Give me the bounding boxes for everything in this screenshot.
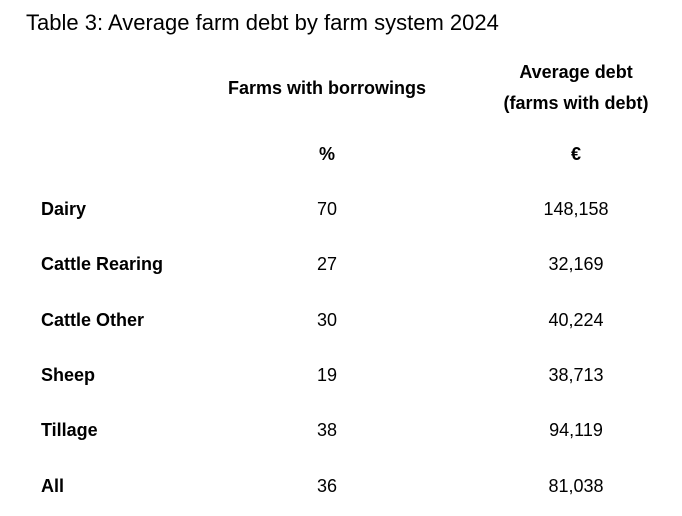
table-row: Cattle Other 30 40,224 [0, 310, 682, 340]
table-title: Table 3: Average farm debt by farm syste… [26, 10, 499, 35]
table-row: Dairy 70 148,158 [0, 199, 682, 229]
average-debt-value: 32,169 [548, 254, 604, 274]
borrowings-percent: 38 [316, 420, 338, 440]
table-row: Sheep 19 38,713 [0, 365, 682, 395]
table-row: All 36 81,038 [0, 476, 682, 506]
row-label: Cattle Rearing [41, 254, 164, 274]
borrowings-percent: 27 [316, 254, 338, 274]
borrowings-percent: 70 [316, 199, 338, 219]
table-row: Tillage 38 94,119 [0, 420, 682, 450]
average-debt-value: 148,158 [543, 199, 609, 219]
row-label: Tillage [41, 420, 98, 440]
borrowings-percent: 30 [316, 310, 338, 330]
row-label: All [41, 476, 65, 496]
column-header-average-debt: Average debt (farms with debt) [470, 57, 682, 119]
unit-percent: % [318, 144, 335, 164]
average-debt-value: 38,713 [548, 365, 604, 385]
row-label: Cattle Other [41, 310, 145, 330]
column-header-average-debt-line2: (farms with debt) [503, 93, 649, 113]
column-header-farms-with-borrowings: Farms with borrowings [227, 78, 427, 98]
unit-euro: € [570, 144, 581, 164]
row-label: Sheep [41, 365, 96, 385]
average-debt-value: 94,119 [549, 420, 603, 440]
average-debt-value: 40,224 [548, 310, 604, 330]
row-label: Dairy [41, 199, 87, 219]
table-row: Cattle Rearing 27 32,169 [0, 254, 682, 284]
average-debt-value: 81,038 [548, 476, 604, 496]
borrowings-percent: 19 [316, 365, 338, 385]
column-header-average-debt-line1: Average debt [519, 62, 633, 82]
borrowings-percent: 36 [316, 476, 338, 496]
